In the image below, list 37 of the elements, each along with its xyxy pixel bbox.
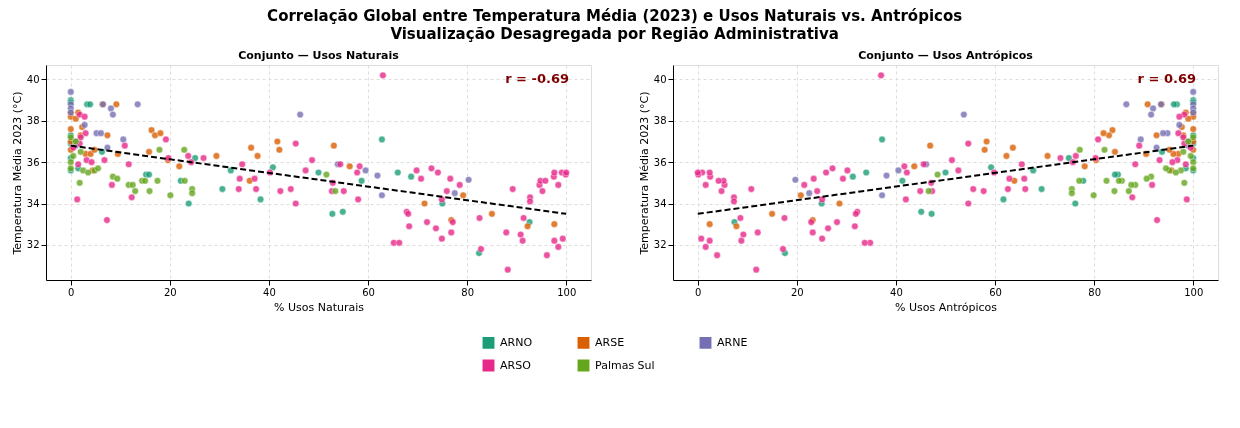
x-axis-title: % Usos Antrópicos <box>894 300 998 314</box>
y-tick-label: 34 <box>26 198 40 210</box>
x-tick-label: 100 <box>557 286 577 298</box>
x-tick-label: 0 <box>695 286 702 298</box>
y-tick-label: 34 <box>653 198 667 210</box>
y-axis-title: Temperatura Média 2023 (°C) <box>10 91 24 256</box>
x-tick-label: 40 <box>890 286 903 298</box>
y-tick-label: 40 <box>653 73 667 85</box>
legend-label: ARSO <box>500 358 532 372</box>
y-tick-label: 38 <box>653 115 667 127</box>
y-tick-label: 32 <box>653 239 667 251</box>
x-axis-title: % Usos Naturais <box>274 300 365 314</box>
legend-label: ARSE <box>595 335 625 349</box>
chart-subtitle: Visualização Desagregada por Região Administrativa <box>390 24 839 43</box>
x-tick-label: 60 <box>362 286 375 298</box>
x-tick-label: 20 <box>164 286 177 298</box>
x-tick-label: 40 <box>263 286 276 298</box>
y-tick-label: 32 <box>26 239 40 251</box>
annotation: r = -0.69 <box>505 71 569 86</box>
chart-title: Correlação Global entre Temperatura Média (2023) e Usos Naturais vs. Antrópicos <box>267 6 963 25</box>
y-tick-label: 40 <box>26 73 40 85</box>
y-tick-label: 36 <box>26 156 40 168</box>
legend-label: Palmas Sul <box>595 358 655 372</box>
annotation: r = 0.69 <box>1137 71 1196 86</box>
y-axis-title: Temperatura Média 2023 (°C) <box>637 91 651 256</box>
legend-label: ARNE <box>717 335 748 349</box>
x-tick-label: 20 <box>791 286 804 298</box>
legend-label: ARNO <box>500 335 533 349</box>
y-tick-label: 36 <box>653 156 667 168</box>
text: Conjunto — Usos Antrópicos <box>858 49 1034 62</box>
x-tick-label: 0 <box>68 286 75 298</box>
x-tick-label: 100 <box>1184 286 1204 298</box>
x-tick-label: 60 <box>989 286 1002 298</box>
text: Conjunto — Usos Naturais <box>238 49 400 62</box>
y-tick-label: 38 <box>26 115 40 127</box>
x-tick-label: 80 <box>1088 286 1101 298</box>
x-tick-label: 80 <box>461 286 474 298</box>
